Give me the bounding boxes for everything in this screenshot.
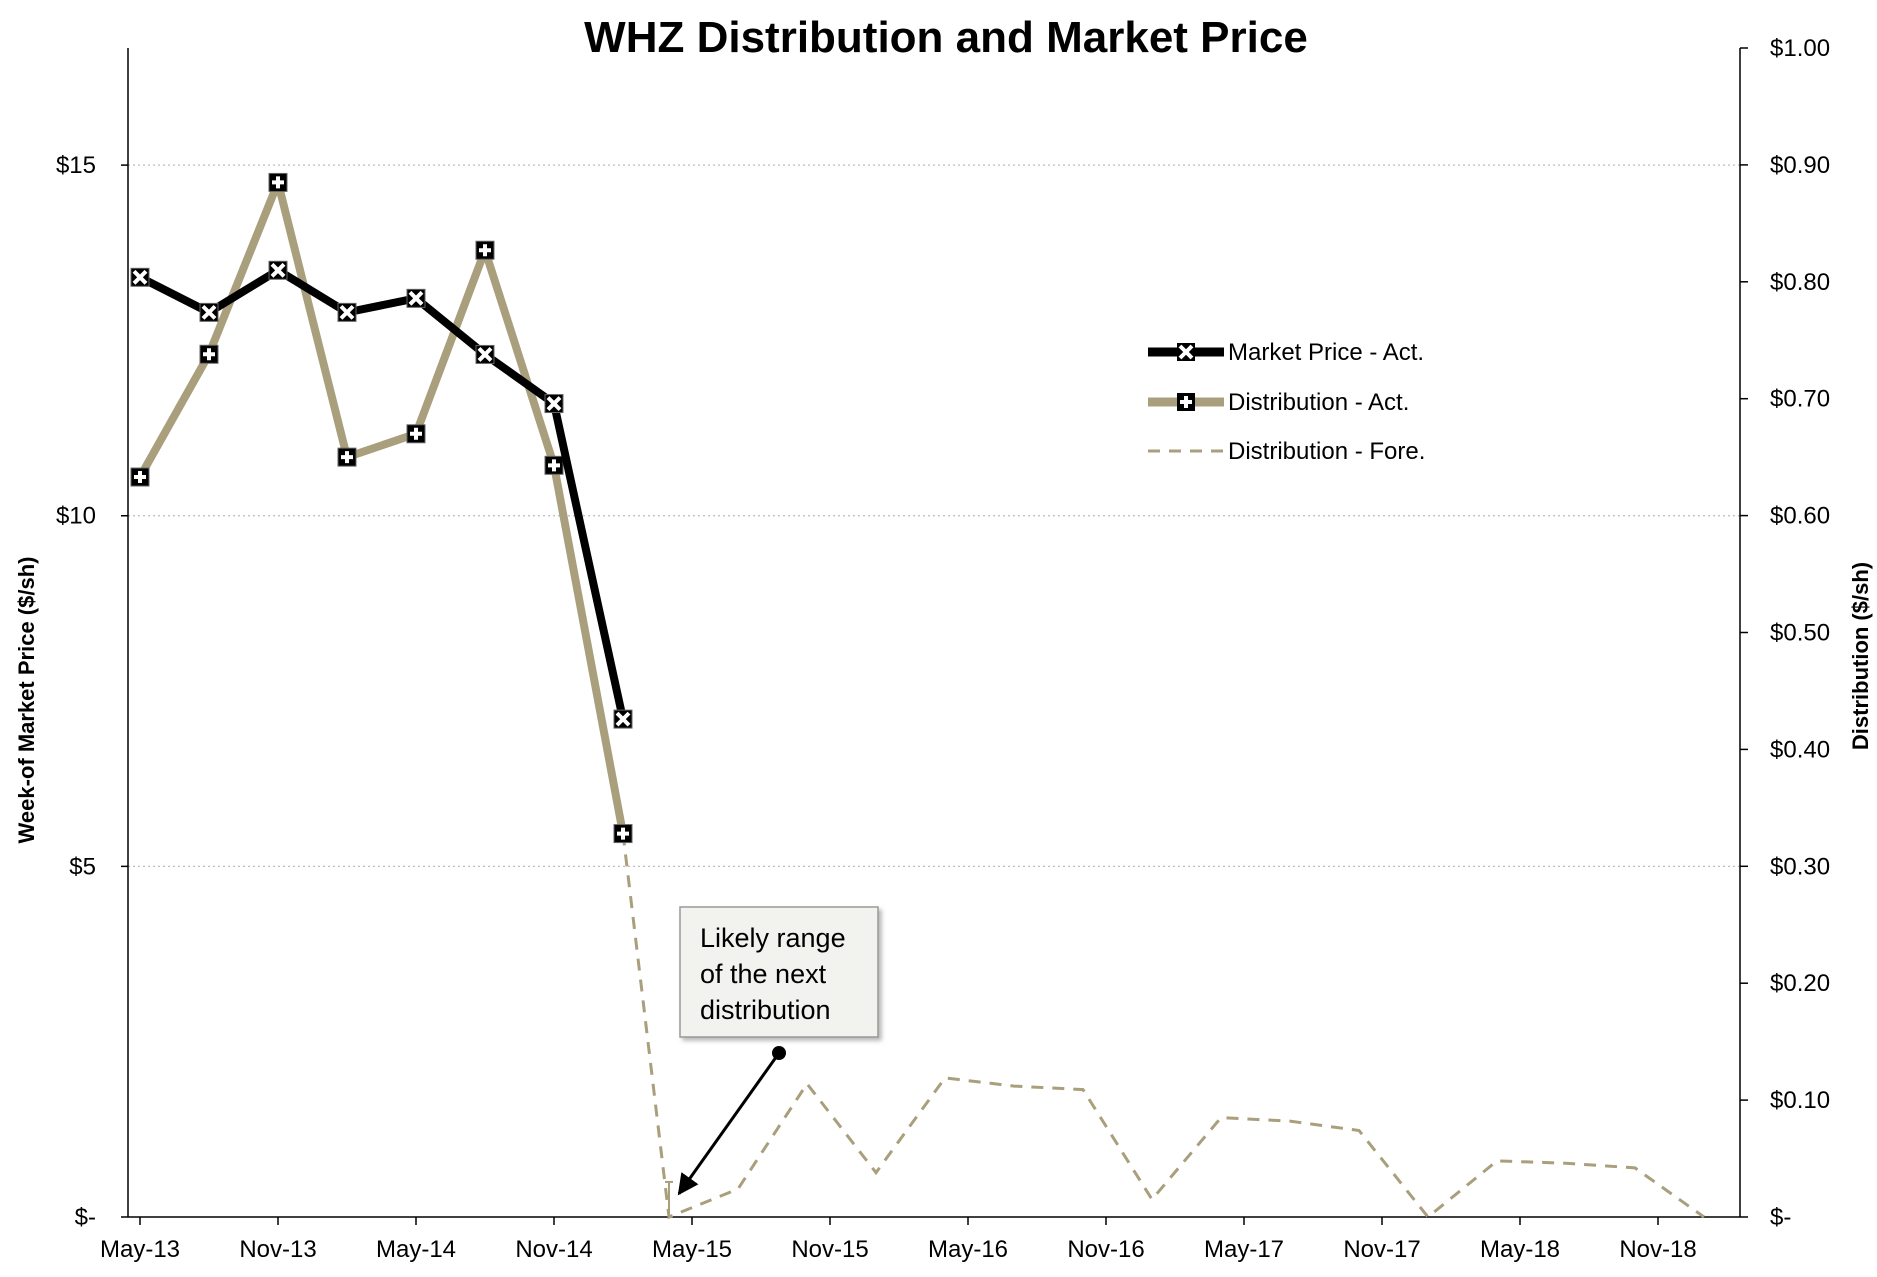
- series-line-market-price: [138, 266, 627, 720]
- right-tick-label: $0.40: [1770, 736, 1830, 763]
- data-point-market-price: [544, 394, 564, 414]
- data-point-distribution-act: [337, 447, 357, 467]
- x-tick-label: Nov-15: [791, 1236, 868, 1263]
- left-tick-label: $5: [69, 853, 96, 880]
- legend-label-distribution-fore: Distribution - Fore.: [1228, 438, 1425, 465]
- annotation-line-1: Likely range: [700, 923, 846, 953]
- right-tick-label: $0.60: [1770, 503, 1830, 530]
- right-tick-label: $1.00: [1770, 35, 1830, 62]
- data-point-market-price: [475, 344, 495, 364]
- legend-label-market-price: Market Price - Act.: [1228, 339, 1424, 366]
- annotation-callout: Likely range of the next distribution: [677, 906, 879, 1196]
- chart-title: WHZ Distribution and Market Price: [584, 13, 1308, 62]
- gridlines: [128, 164, 1740, 867]
- data-point-distribution-act: [268, 172, 288, 192]
- data-point-market-price: [613, 709, 633, 729]
- x-tick-label: Nov-16: [1067, 1236, 1144, 1263]
- x-tick-label: May-14: [376, 1236, 456, 1263]
- data-point-market-price: [199, 302, 219, 322]
- left-y-ticks: $- $5 $10 $15: [56, 152, 128, 1231]
- series-line-distribution-act: [136, 178, 627, 835]
- x-ticks: May-13 Nov-13 May-14 Nov-14 May-15 Nov-15 May-…: [100, 1217, 1697, 1263]
- right-y-axis-label: Distribution ($/sh): [1848, 562, 1873, 750]
- data-point-distribution-act: [475, 240, 495, 260]
- right-tick-label: $0.70: [1770, 386, 1830, 413]
- data-point-distribution-act: [406, 424, 426, 444]
- x-tick-label: Nov-13: [239, 1236, 316, 1263]
- data-point-distribution-act: [130, 467, 150, 487]
- data-point-market-price: [130, 267, 150, 287]
- data-point-market-price: [268, 260, 288, 280]
- legend: Market Price - Act. Distribution - Act. …: [1148, 339, 1425, 465]
- data-point-distribution-act: [613, 824, 633, 844]
- left-y-axis-label: Week-of Market Price ($/sh): [14, 557, 39, 844]
- x-tick-label: May-13: [100, 1236, 180, 1263]
- right-y-ticks: $- $0.10 $0.20 $0.30 $0.40 $0.50 $0.60 $0.70 $0.…: [1740, 35, 1830, 1231]
- x-tick-label: Nov-17: [1343, 1236, 1420, 1263]
- right-tick-label: $0.10: [1770, 1087, 1830, 1114]
- x-tick-label: May-16: [928, 1236, 1008, 1263]
- left-tick-label: $15: [56, 152, 96, 179]
- x-tick-label: May-15: [652, 1236, 732, 1263]
- right-tick-label: $0.80: [1770, 269, 1830, 296]
- data-point-market-price: [406, 288, 426, 308]
- x-tick-label: May-18: [1480, 1236, 1560, 1263]
- legend-label-distribution-act: Distribution - Act.: [1228, 389, 1409, 416]
- data-point-market-price: [337, 302, 357, 322]
- data-point-distribution-act: [544, 455, 564, 475]
- annotation-box: [679, 906, 879, 1038]
- right-tick-label: $0.20: [1770, 970, 1830, 997]
- annotation-line-2: of the next: [700, 959, 827, 989]
- left-tick-label: $-: [75, 1204, 96, 1231]
- annotation-arrow: [677, 1052, 781, 1196]
- right-tick-label: $0.50: [1770, 620, 1830, 647]
- legend-marker-x-icon: [1177, 343, 1195, 361]
- right-tick-label: $0.90: [1770, 152, 1830, 179]
- legend-marker-plus-icon: [1177, 393, 1195, 411]
- left-tick-label: $10: [56, 503, 96, 530]
- series-layer: [130, 172, 1705, 1220]
- right-tick-label: $0.30: [1770, 853, 1830, 880]
- x-tick-label: May-17: [1204, 1236, 1284, 1263]
- data-point-distribution-act: [199, 344, 219, 364]
- annotation-line-3: distribution: [700, 995, 831, 1025]
- x-tick-label: Nov-14: [515, 1236, 592, 1263]
- x-tick-label: Nov-18: [1619, 1236, 1696, 1263]
- right-tick-label: $-: [1770, 1204, 1791, 1231]
